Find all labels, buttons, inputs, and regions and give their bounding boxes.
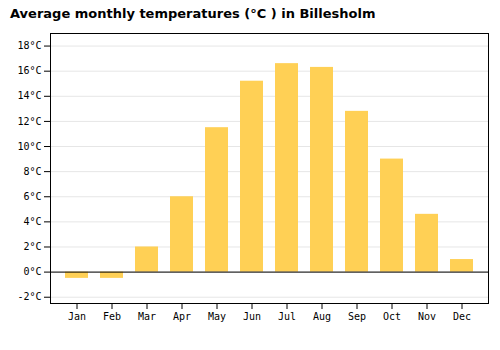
svg-text:6°C: 6°C bbox=[23, 191, 41, 202]
svg-text:14°C: 14°C bbox=[17, 90, 41, 101]
svg-text:Aug: Aug bbox=[313, 311, 331, 322]
svg-text:16°C: 16°C bbox=[17, 65, 41, 76]
svg-text:10°C: 10°C bbox=[17, 141, 41, 152]
svg-text:Jun: Jun bbox=[243, 311, 261, 322]
svg-text:12°C: 12°C bbox=[17, 116, 41, 127]
svg-text:Sep: Sep bbox=[348, 311, 366, 322]
svg-text:Mar: Mar bbox=[138, 311, 156, 322]
svg-text:-2°C: -2°C bbox=[17, 291, 41, 302]
svg-text:May: May bbox=[208, 311, 226, 322]
svg-text:Feb: Feb bbox=[103, 311, 121, 322]
svg-text:4°C: 4°C bbox=[23, 216, 41, 227]
svg-text:Dec: Dec bbox=[453, 311, 471, 322]
svg-text:Jan: Jan bbox=[68, 311, 86, 322]
svg-text:Apr: Apr bbox=[173, 311, 191, 322]
svg-text:2°C: 2°C bbox=[23, 241, 41, 252]
svg-text:0°C: 0°C bbox=[23, 266, 41, 277]
svg-text:Jul: Jul bbox=[278, 311, 296, 322]
svg-text:8°C: 8°C bbox=[23, 166, 41, 177]
svg-text:Nov: Nov bbox=[418, 311, 436, 322]
html-text:Average monthly temperatures (: Average monthly temperatures (°C ) in Bi… bbox=[10, 6, 376, 21]
svg-text:Oct: Oct bbox=[383, 311, 401, 322]
svg-text:18°C: 18°C bbox=[17, 40, 41, 51]
